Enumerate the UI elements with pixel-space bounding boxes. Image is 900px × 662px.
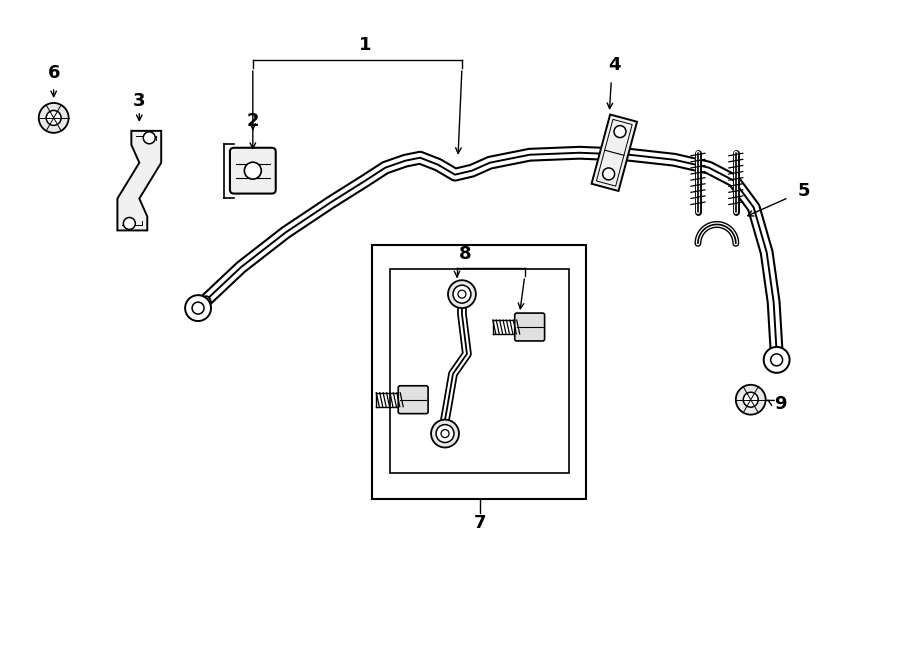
Circle shape: [764, 347, 789, 373]
Circle shape: [245, 162, 261, 179]
Circle shape: [436, 424, 454, 442]
Circle shape: [770, 354, 783, 366]
Circle shape: [46, 111, 61, 125]
Text: 7: 7: [473, 514, 486, 532]
Circle shape: [743, 393, 758, 407]
Circle shape: [39, 103, 68, 133]
Circle shape: [603, 168, 615, 180]
FancyBboxPatch shape: [398, 386, 428, 414]
Polygon shape: [117, 131, 161, 230]
Text: 4: 4: [608, 56, 621, 74]
Circle shape: [143, 132, 155, 144]
Text: 6: 6: [48, 64, 60, 82]
Circle shape: [614, 126, 626, 138]
Circle shape: [185, 295, 211, 321]
Bar: [391, 269, 570, 473]
Circle shape: [431, 420, 459, 448]
Circle shape: [441, 430, 449, 438]
Text: 1: 1: [359, 36, 372, 54]
Polygon shape: [591, 115, 637, 191]
Circle shape: [448, 280, 476, 308]
Text: 3: 3: [133, 92, 146, 110]
FancyBboxPatch shape: [230, 148, 275, 193]
Circle shape: [453, 285, 471, 303]
Circle shape: [458, 290, 466, 298]
Circle shape: [736, 385, 766, 414]
Text: 5: 5: [797, 181, 810, 199]
Bar: [373, 246, 587, 499]
Text: 9: 9: [774, 395, 787, 412]
Circle shape: [192, 302, 204, 314]
Circle shape: [123, 218, 135, 230]
Text: 2: 2: [247, 112, 259, 130]
Text: 8: 8: [459, 246, 472, 263]
FancyBboxPatch shape: [515, 313, 544, 341]
